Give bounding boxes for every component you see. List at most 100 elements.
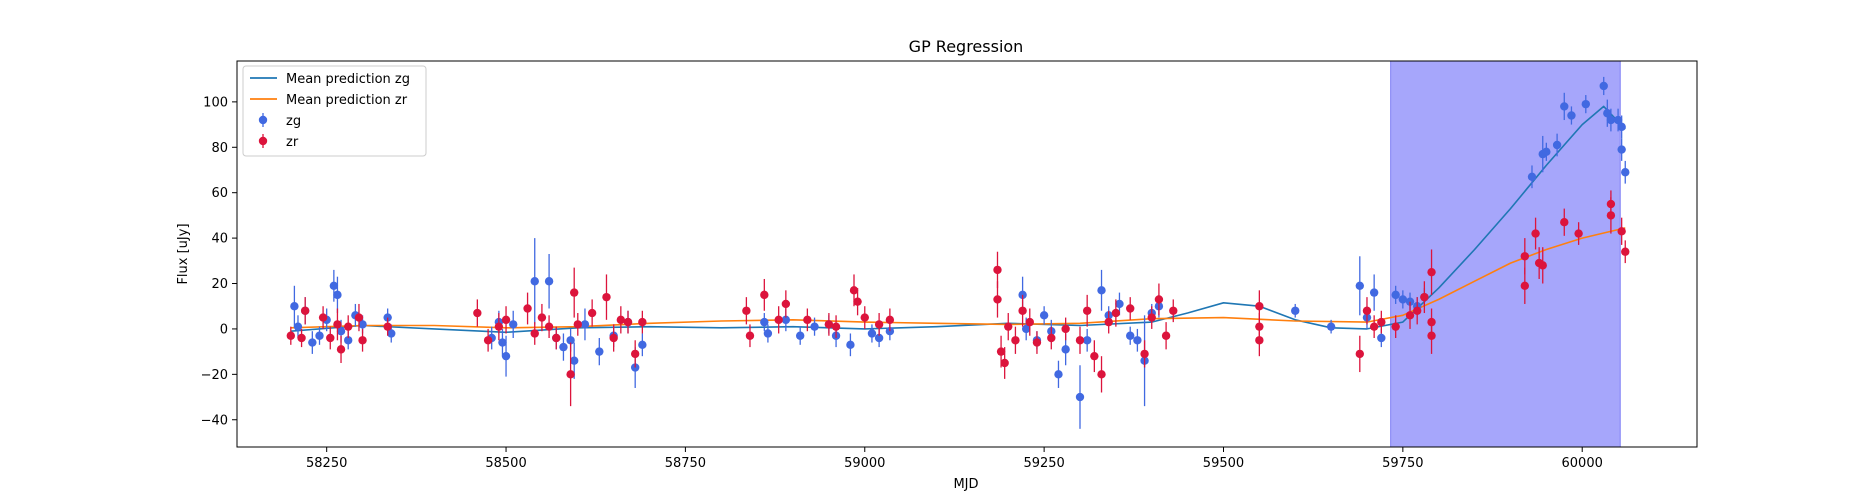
marker bbox=[1527, 172, 1537, 181]
data-point-zr-71 bbox=[1369, 315, 1379, 339]
y-tick-label: 60 bbox=[211, 186, 228, 201]
marker bbox=[1391, 290, 1400, 300]
data-point-zg-81 bbox=[1617, 115, 1626, 139]
data-point-zr-81 bbox=[1520, 238, 1530, 275]
marker bbox=[745, 331, 755, 340]
data-point-zr-30 bbox=[742, 297, 751, 325]
marker bbox=[1169, 306, 1178, 315]
marker bbox=[1542, 147, 1551, 157]
lines-layer bbox=[290, 105, 1626, 334]
data-point-zr-7 bbox=[344, 315, 353, 339]
data-point-zg-76 bbox=[1581, 95, 1590, 114]
data-point-zr-16 bbox=[530, 322, 539, 345]
data-point-zg-16 bbox=[498, 328, 507, 357]
marker bbox=[1090, 351, 1099, 361]
data-point-zr-28 bbox=[630, 340, 640, 368]
marker bbox=[501, 351, 511, 361]
marker bbox=[1621, 168, 1630, 177]
data-point-zg-7 bbox=[333, 276, 342, 314]
marker bbox=[993, 265, 1002, 275]
data-point-zr-88 bbox=[1606, 197, 1616, 234]
x-tick-label: 59000 bbox=[844, 456, 885, 471]
marker bbox=[573, 320, 582, 329]
marker bbox=[1154, 295, 1164, 304]
marker bbox=[587, 308, 597, 318]
data-point-zg-47 bbox=[1054, 360, 1063, 388]
highlight-layer bbox=[1390, 60, 1621, 448]
marker bbox=[286, 331, 296, 340]
marker bbox=[1047, 333, 1056, 343]
data-point-zr-11 bbox=[473, 299, 482, 327]
data-point-zr-40 bbox=[860, 306, 869, 329]
y-tick-label: 100 bbox=[203, 95, 228, 110]
data-point-zg-20 bbox=[544, 254, 554, 309]
marker bbox=[1567, 111, 1576, 120]
marker bbox=[742, 306, 751, 315]
data-point-zr-36 bbox=[824, 313, 834, 336]
marker bbox=[1075, 392, 1085, 402]
data-point-zr-89 bbox=[1617, 217, 1626, 245]
data-point-zr-56 bbox=[1090, 340, 1099, 373]
y-tick-label: 80 bbox=[211, 141, 228, 156]
marker bbox=[358, 320, 367, 329]
marker bbox=[1054, 370, 1063, 379]
marker bbox=[333, 320, 342, 329]
marker bbox=[333, 290, 342, 300]
data-point-zr-6 bbox=[336, 335, 346, 363]
y-tick-label: −40 bbox=[201, 413, 228, 428]
marker bbox=[318, 313, 328, 322]
marker bbox=[1606, 211, 1616, 220]
points-layer bbox=[286, 76, 1630, 429]
data-point-zg-66 bbox=[1398, 290, 1408, 309]
marker bbox=[1391, 322, 1400, 331]
data-point-zg-63 bbox=[1369, 274, 1379, 311]
data-point-zg-83 bbox=[1621, 160, 1630, 184]
marker bbox=[1538, 261, 1547, 270]
marker bbox=[1427, 331, 1436, 340]
marker bbox=[760, 290, 769, 300]
data-point-zr-82 bbox=[1531, 217, 1540, 250]
marker bbox=[523, 304, 532, 313]
data-point-zr-90 bbox=[1621, 240, 1630, 264]
marker bbox=[1126, 304, 1135, 313]
marker bbox=[795, 331, 805, 340]
data-point-zg-1 bbox=[293, 315, 303, 339]
marker bbox=[874, 320, 884, 329]
data-point-zg-18 bbox=[509, 310, 518, 339]
data-point-zg-77 bbox=[1599, 76, 1608, 96]
data-point-zr-25 bbox=[609, 324, 618, 352]
marker bbox=[1369, 288, 1379, 297]
marker bbox=[885, 315, 895, 325]
data-point-zg-59 bbox=[1291, 303, 1300, 318]
marker bbox=[1560, 102, 1569, 111]
marker bbox=[1412, 306, 1422, 315]
marker bbox=[494, 322, 504, 331]
data-point-zg-51 bbox=[1097, 269, 1106, 311]
marker bbox=[580, 320, 590, 329]
marker bbox=[810, 322, 819, 331]
legend-marker-swatch bbox=[258, 115, 268, 125]
data-point-zg-25 bbox=[580, 308, 590, 341]
marker bbox=[595, 347, 604, 356]
marker bbox=[1025, 317, 1034, 327]
marker bbox=[1004, 322, 1013, 331]
data-point-zg-3 bbox=[308, 331, 317, 354]
data-point-zg-72 bbox=[1542, 142, 1551, 161]
marker bbox=[1355, 281, 1365, 290]
data-point-zr-58 bbox=[1104, 310, 1113, 334]
marker bbox=[1552, 140, 1562, 150]
data-point-zg-30 bbox=[638, 333, 647, 357]
marker bbox=[336, 327, 346, 336]
marker bbox=[1147, 313, 1156, 322]
marker bbox=[781, 315, 791, 325]
x-axis-ticks: 58250 58500 58750 59000 59250 59500 59750 60000 bbox=[306, 447, 1603, 471]
data-point-zg-65 bbox=[1391, 285, 1400, 304]
data-point-zr-79 bbox=[1427, 317, 1436, 354]
y-tick-label: −20 bbox=[201, 368, 228, 383]
marker bbox=[569, 288, 579, 297]
marker bbox=[630, 349, 640, 359]
marker bbox=[1111, 308, 1121, 318]
legend-label: Mean prediction zr bbox=[286, 93, 408, 108]
marker bbox=[1032, 338, 1042, 347]
marker bbox=[344, 322, 353, 331]
